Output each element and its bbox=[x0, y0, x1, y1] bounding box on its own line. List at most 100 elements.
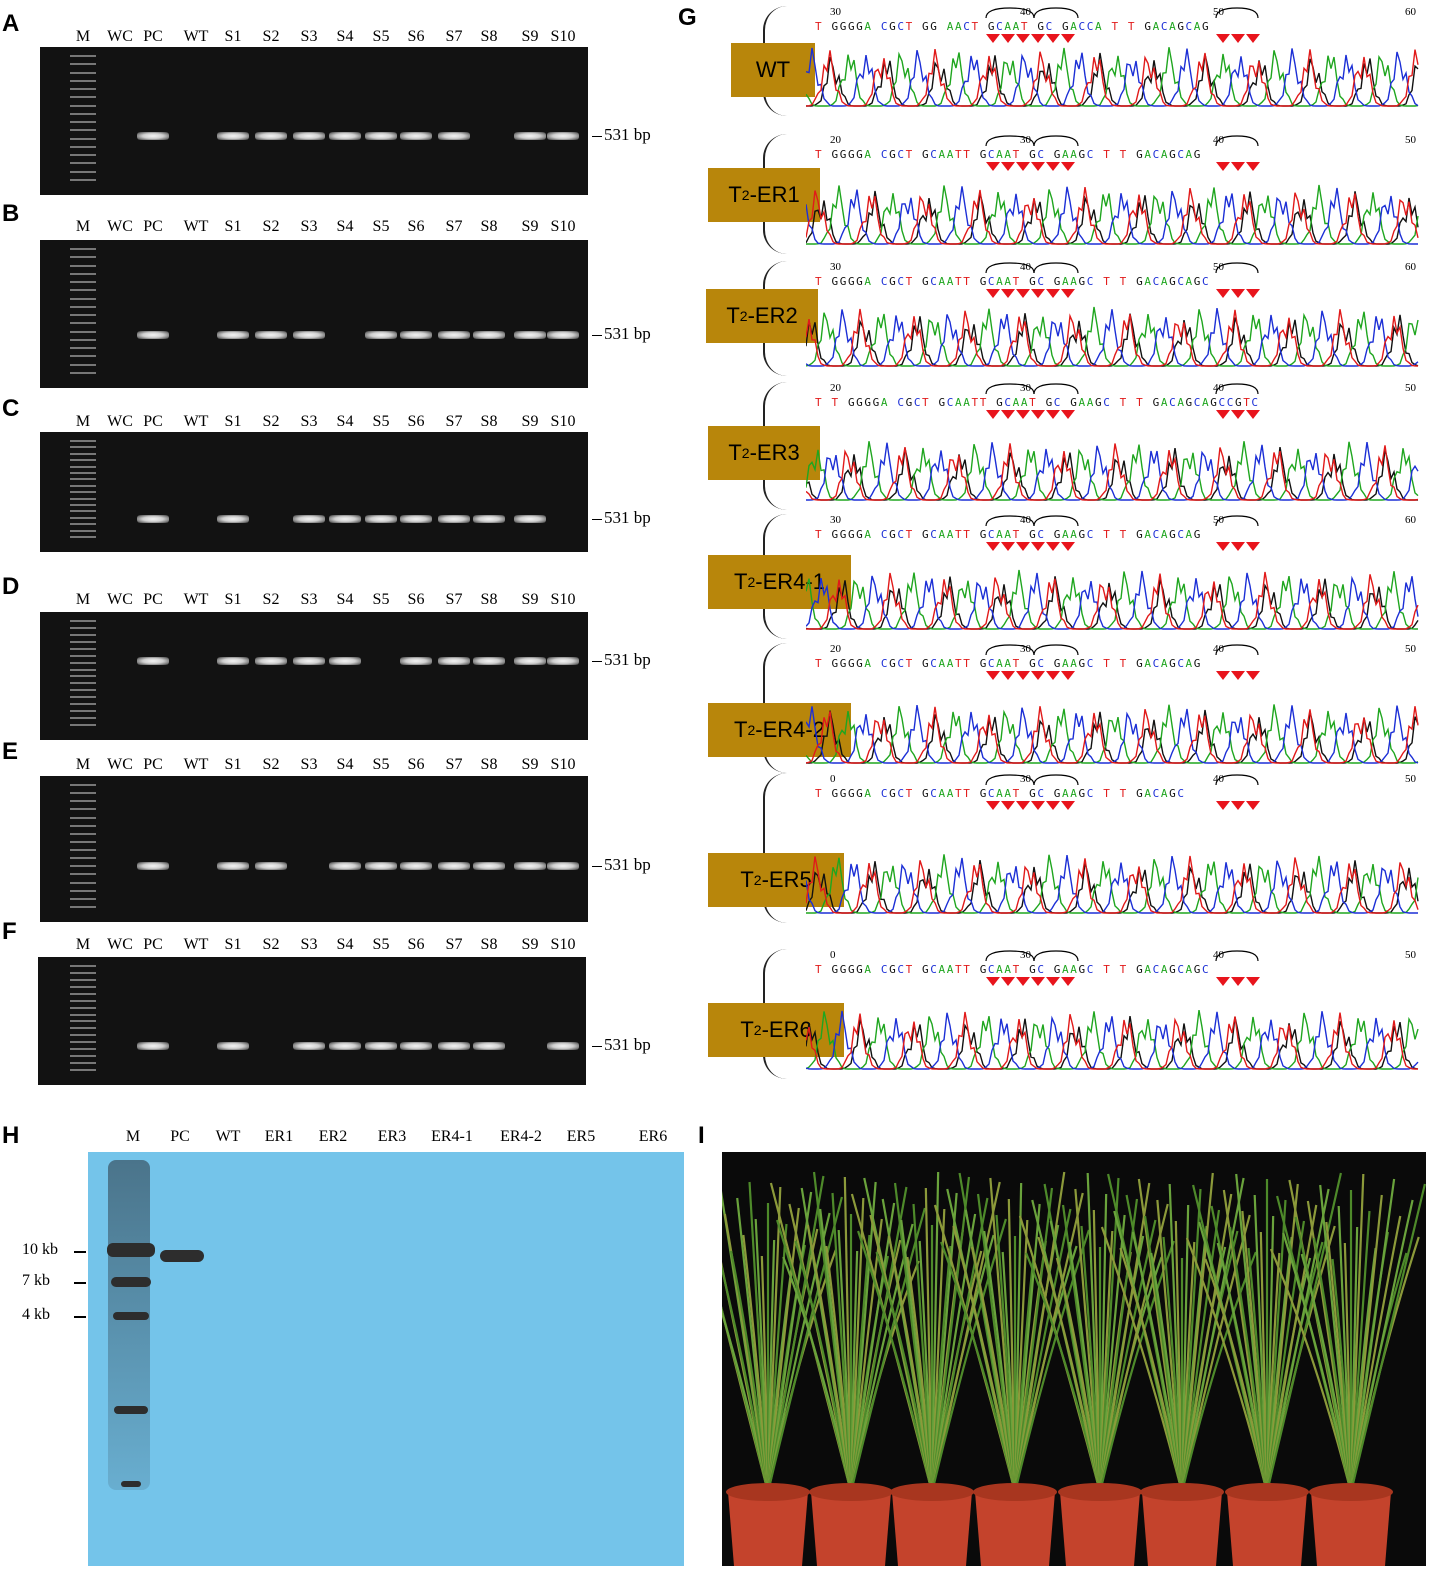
pcr-band bbox=[365, 515, 397, 523]
codon-arc bbox=[1033, 383, 1079, 395]
sequence-position: 30 bbox=[1020, 773, 1031, 785]
pot-rim bbox=[1225, 1483, 1309, 1501]
pcr-band bbox=[137, 515, 169, 523]
pcr-band bbox=[514, 331, 546, 339]
pcr-band bbox=[293, 132, 325, 140]
pot-rim bbox=[1309, 1483, 1393, 1501]
lane-label: S7 bbox=[445, 936, 463, 953]
lane-label: S6 bbox=[407, 756, 425, 773]
mutation-triangle bbox=[1016, 801, 1030, 810]
chromatogram-trace bbox=[806, 774, 1419, 914]
pcr-band bbox=[438, 1042, 470, 1050]
mutation-triangle bbox=[1001, 977, 1015, 986]
trace-line bbox=[806, 307, 1419, 367]
lane-label: S8 bbox=[480, 936, 498, 953]
codon-arc bbox=[1215, 515, 1259, 527]
pcr-band bbox=[365, 1042, 397, 1050]
mutation-triangle bbox=[1001, 671, 1015, 680]
sequence-position: 40 bbox=[1020, 6, 1031, 18]
lane-label: S4 bbox=[336, 591, 354, 608]
pcr-band bbox=[547, 132, 579, 140]
pot-rim bbox=[726, 1483, 810, 1501]
lane-label: S2 bbox=[262, 756, 280, 773]
sequence-position: 60 bbox=[1405, 261, 1416, 273]
lane-label: PC bbox=[143, 756, 163, 773]
mutation-triangle bbox=[1246, 34, 1260, 43]
size-marker-label: 10 kb bbox=[22, 1241, 58, 1258]
mutation-triangle bbox=[1031, 671, 1045, 680]
trace-line bbox=[806, 441, 1419, 501]
base-sequence: T GGGGA CGCT GCAATT GCAAT GC GAAGC T T G… bbox=[815, 963, 1211, 976]
trace-line bbox=[806, 854, 1418, 914]
pcr-band bbox=[217, 1042, 249, 1050]
lane-label: PC bbox=[143, 591, 163, 608]
sequence-position: 20 bbox=[830, 643, 841, 655]
mutation-triangle bbox=[1246, 542, 1260, 551]
flower-pot bbox=[1060, 1492, 1140, 1566]
sample-tag: T 2 -ER3 bbox=[708, 426, 820, 480]
lane-label: S10 bbox=[550, 756, 576, 773]
pcr-band bbox=[217, 657, 249, 665]
mutation-triangle bbox=[1031, 162, 1045, 171]
lane-label: S9 bbox=[521, 413, 539, 430]
lane-label: S10 bbox=[550, 413, 576, 430]
rice-plants-illustration bbox=[722, 1171, 1426, 1566]
mutation-triangle bbox=[1016, 410, 1030, 419]
lane-label: S5 bbox=[372, 218, 390, 235]
codon-arc bbox=[985, 383, 1035, 395]
pcr-band bbox=[400, 132, 432, 140]
lane-label: S1 bbox=[224, 756, 242, 773]
pot-rim bbox=[890, 1483, 974, 1501]
blot-lane-label: ER1 bbox=[264, 1128, 294, 1145]
mutation-triangle bbox=[1016, 542, 1030, 551]
mutation-triangle bbox=[1046, 977, 1060, 986]
blot-lane-label: PC bbox=[170, 1128, 190, 1145]
lane-label: WC bbox=[107, 413, 133, 430]
mutation-triangle bbox=[1001, 410, 1015, 419]
dna-ladder bbox=[70, 440, 96, 540]
size-marker-label: 7 kb bbox=[22, 1272, 50, 1289]
pcr-band bbox=[473, 657, 505, 665]
lane-label: PC bbox=[143, 936, 163, 953]
mutation-triangle bbox=[1061, 977, 1075, 986]
pcr-band bbox=[473, 515, 505, 523]
mutation-triangle bbox=[1061, 671, 1075, 680]
size-marker-tick bbox=[74, 1282, 86, 1284]
marker-band bbox=[107, 1243, 155, 1257]
trace-line bbox=[806, 308, 1419, 367]
lane-label: S3 bbox=[300, 218, 318, 235]
mutation-triangle bbox=[1216, 289, 1230, 298]
lane-label: S2 bbox=[262, 591, 280, 608]
sequence-position: 30 bbox=[1020, 643, 1031, 655]
lane-label: S5 bbox=[372, 413, 390, 430]
mutation-triangle bbox=[1031, 977, 1045, 986]
lane-label: S10 bbox=[550, 591, 576, 608]
lane-label: WT bbox=[183, 413, 209, 430]
mutation-triangle bbox=[1246, 671, 1260, 680]
mutation-triangle bbox=[1231, 289, 1245, 298]
pcr-band bbox=[137, 331, 169, 339]
mutation-triangle bbox=[1001, 34, 1015, 43]
lane-label: WT bbox=[183, 936, 209, 953]
mutation-triangle bbox=[1231, 801, 1245, 810]
chromatogram-trace bbox=[806, 7, 1419, 107]
sequence-position: 40 bbox=[1020, 261, 1031, 273]
band-size-label: 531 bp bbox=[592, 125, 651, 145]
lane-label: S4 bbox=[336, 413, 354, 430]
lane-label: S7 bbox=[445, 591, 463, 608]
mutation-triangle bbox=[1001, 289, 1015, 298]
pcr-band bbox=[514, 862, 546, 870]
pcr-band bbox=[438, 132, 470, 140]
blot-lane-label: M bbox=[125, 1128, 141, 1145]
trace-line bbox=[806, 706, 1419, 764]
size-marker-tick bbox=[74, 1316, 86, 1318]
mutation-triangle bbox=[1231, 34, 1245, 43]
mutation-triangle bbox=[1031, 542, 1045, 551]
codon-arc bbox=[1033, 262, 1079, 274]
lane-label: WT bbox=[183, 756, 209, 773]
trace-line bbox=[806, 441, 1419, 501]
mutation-triangle bbox=[1246, 410, 1260, 419]
lane-label: PC bbox=[143, 28, 163, 45]
lane-label: S6 bbox=[407, 936, 425, 953]
marker-band bbox=[111, 1277, 151, 1287]
